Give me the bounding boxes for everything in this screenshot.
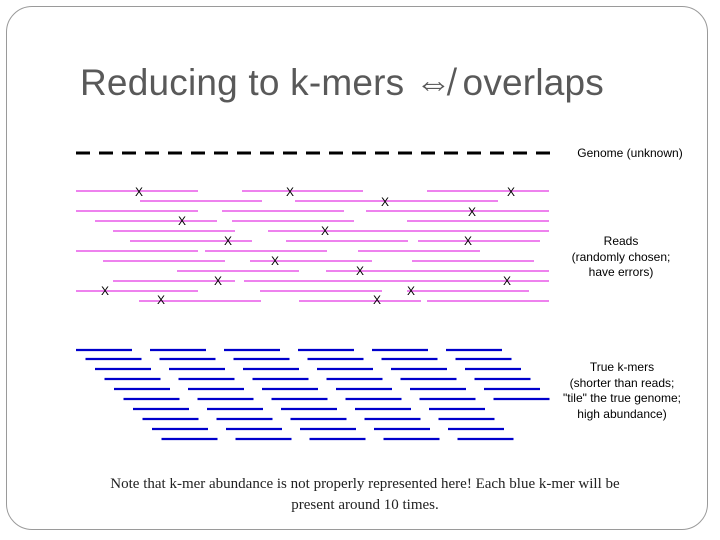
kmers-label-line: True k-mers [589,360,655,374]
error-mark: X [464,234,472,248]
reads-label: Reads (randomly chosen; have errors) [560,234,682,281]
kmers-label-line: high abundance) [577,406,667,421]
error-mark: X [286,185,294,199]
genome-label: Genome (unknown) [577,146,683,160]
error-mark: X [157,293,165,307]
error-mark: X [356,264,364,278]
kmers-label-line: (shorter than reads; [569,375,675,390]
reads-label-line: have errors) [588,265,654,279]
error-mark: X [101,284,109,298]
kmers-label: True k-mers (shorter than reads; "tile" … [556,360,688,422]
errors-group: X X X X X X X X X X X X X X X X X [101,185,515,307]
error-mark: X [321,224,329,238]
error-mark: X [507,185,515,199]
slide-title: Reducing to k-mers ⇎ overlaps [80,62,604,103]
footer-note: Note that k-mer abundance is not properl… [110,476,620,513]
reads-label-line: Reads [603,234,639,248]
error-mark: X [135,185,143,199]
reads-label-line: (randomly chosen; [571,249,671,264]
error-mark: X [373,293,381,307]
error-mark: X [178,214,186,228]
error-mark: X [214,274,222,288]
error-mark: X [407,284,415,298]
reads-group [76,190,549,302]
error-mark: X [271,254,279,268]
error-mark: X [224,234,232,248]
error-mark: X [468,205,476,219]
error-mark: X [503,274,511,288]
slide-frame [6,6,708,530]
error-mark: X [381,195,389,209]
kmers-label-line: "tile" the true genome; [563,391,681,405]
kmers-group [76,348,550,441]
